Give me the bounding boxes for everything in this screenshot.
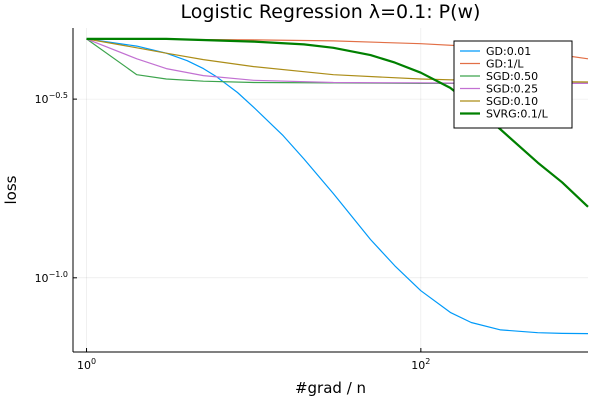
series-line-0 [86, 38, 589, 335]
legend-label-4: SGD:0.10 [486, 95, 538, 108]
axes [72, 28, 588, 353]
legend-label-2: SGD:0.50 [486, 70, 538, 83]
legend-label-1: GD:1/L [486, 58, 524, 71]
legend-label-5: SVRG:0.1/L [486, 108, 549, 121]
tick-labels: 100 102 10−0.5 10−1.0 [35, 91, 431, 372]
x-tick-label: 102 [411, 357, 430, 372]
y-tick-label: 10−1.0 [35, 270, 68, 285]
series-line-5 [86, 37, 589, 208]
y-tick-label: 10−0.5 [35, 91, 68, 106]
x-axis-label: #grad / n [295, 379, 366, 397]
grid [73, 28, 588, 352]
x-tick-label: 100 [77, 357, 96, 372]
legend-label-3: SGD:0.25 [486, 83, 538, 96]
legend-label-0: GD:0.01 [486, 45, 531, 58]
y-axis-label: loss [2, 175, 20, 204]
chart-title: Logistic Regression λ=0.1: P(w) [181, 1, 481, 23]
legend: GD:0.01GD:1/LSGD:0.50SGD:0.25SGD:0.10SVR… [453, 40, 573, 129]
